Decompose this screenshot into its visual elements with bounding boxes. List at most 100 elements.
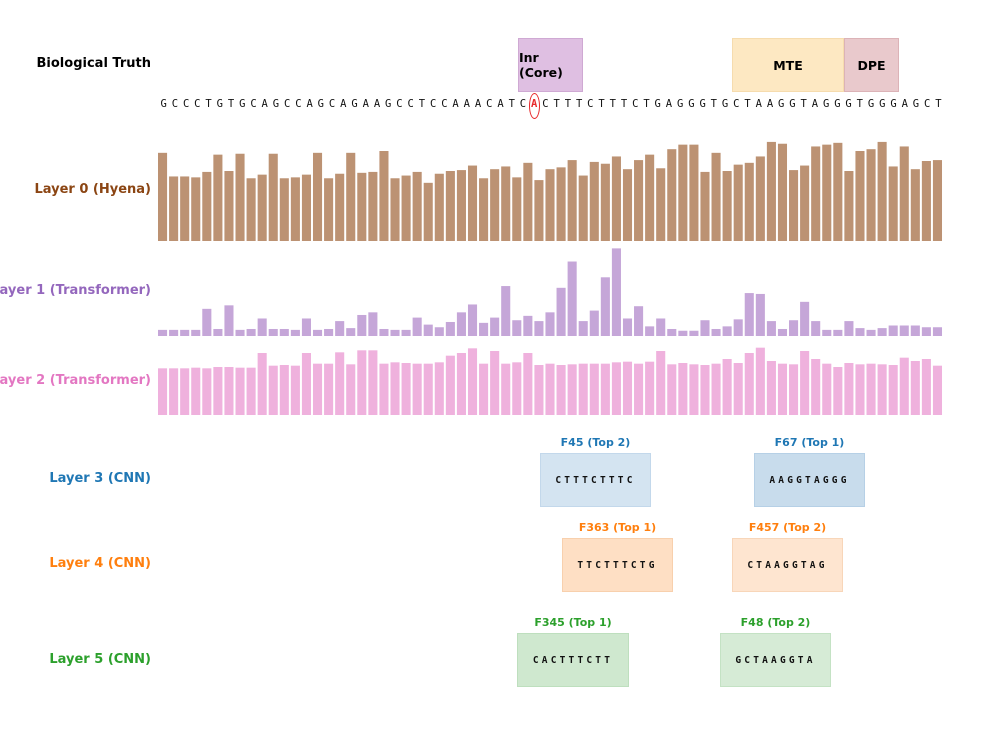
layer1-bar: [844, 321, 854, 336]
layer2-bar: [921, 359, 931, 415]
layer0-bar: [910, 169, 920, 241]
layer2-bar: [456, 353, 466, 415]
sequence-base: G: [778, 98, 785, 110]
layer0-bar: [689, 144, 699, 241]
sequence-base: A: [755, 98, 762, 110]
layer2-bar: [169, 368, 179, 415]
layer0-bar: [800, 165, 810, 241]
layer0-bar: [921, 161, 931, 241]
layer1-bar: [412, 317, 422, 336]
layer0-bar: [534, 180, 544, 241]
layer2-bar: [744, 353, 754, 415]
layer0-bar: [479, 178, 489, 241]
label-layer-1: Layer 1 (Transformer): [0, 283, 151, 298]
layer2-bar: [158, 368, 168, 415]
sequence-base: G: [676, 98, 684, 110]
sequence-base: T: [744, 98, 751, 110]
layer0-bar: [357, 172, 367, 241]
layer1-bar: [634, 306, 644, 336]
layer0-bar: [445, 171, 455, 241]
layer2-bar: [855, 364, 865, 415]
layer0-bar: [866, 149, 876, 241]
layer0-bar: [456, 170, 466, 241]
sequence-base: G: [317, 98, 324, 110]
layer1-bar: [368, 312, 378, 336]
layer0-bar: [324, 178, 334, 241]
sequence-base: G: [160, 98, 167, 110]
sequence-base: T: [205, 98, 212, 110]
filter-title: F48 (Top 2): [740, 616, 811, 629]
layer2-bar: [467, 348, 478, 415]
layer2-bar: [899, 357, 909, 415]
layer0-bar: [301, 174, 311, 241]
layer0-bar: [335, 173, 345, 241]
layer2-bar: [235, 367, 245, 415]
layer2-bar: [523, 353, 533, 415]
sequence-base: T: [227, 98, 235, 110]
layer0-bar: [888, 166, 898, 241]
layer2-bar: [877, 364, 887, 415]
sequence-base: G: [822, 98, 830, 110]
sequence-base: A: [261, 98, 268, 110]
layer1-bar: [224, 305, 234, 336]
layer1-bar: [811, 321, 821, 336]
layer2-bar: [932, 365, 943, 415]
layer1-bar: [268, 328, 278, 336]
sequence-base: A: [665, 98, 673, 110]
sequence-base: C: [429, 98, 437, 110]
layer2-bar: [844, 363, 854, 415]
sequence-base: C: [542, 98, 549, 110]
layer0-bar: [766, 141, 776, 241]
layer1-bar: [700, 320, 710, 336]
layer0-bar: [833, 142, 843, 241]
filter-title: F45 (Top 2): [560, 436, 631, 449]
layer2-bar: [866, 363, 876, 415]
sequence-base: C: [733, 98, 740, 110]
layer1-bar: [567, 261, 577, 336]
layer2-bar: [312, 363, 323, 415]
sequence-base: T: [575, 98, 583, 110]
sequence-base: T: [564, 98, 572, 110]
layer0-bar: [279, 178, 289, 241]
sequence-base: C: [283, 98, 291, 110]
layer1-bar: [180, 329, 190, 336]
layer2-bar: [479, 363, 489, 415]
layer1-bar: [523, 315, 533, 336]
layer0-bar: [611, 156, 621, 241]
layer0-bar: [578, 175, 588, 241]
filter-title: F363 (Top 1): [578, 521, 657, 534]
sequence-base: A: [373, 98, 381, 110]
filter-title: F67 (Top 1): [774, 436, 845, 449]
sequence-base: T: [856, 98, 863, 110]
layer2-bar: [213, 367, 223, 415]
label-layer-4: Layer 4 (CNN): [49, 556, 151, 571]
layer0-bar: [722, 171, 732, 241]
layer1-bar: [213, 328, 223, 336]
sequence-base: T: [609, 98, 616, 110]
sequence-base: G: [912, 98, 920, 110]
region-dpe: DPE: [844, 38, 899, 92]
layer2-bar: [600, 363, 610, 415]
sequence-base: G: [272, 98, 280, 110]
layer1-bar: [191, 329, 201, 336]
sequence-base: G: [834, 98, 841, 110]
layer2-bar: [301, 353, 311, 415]
filter-title: F345 (Top 1): [534, 616, 612, 629]
layer1-bar: [855, 328, 865, 336]
layer1-bar: [645, 326, 655, 336]
layer2-bar: [512, 362, 522, 415]
layer1-bar: [800, 301, 810, 336]
layer0-bar: [589, 161, 599, 241]
layer1-bar: [755, 293, 765, 336]
layer2-bar: [645, 361, 655, 415]
layer0-bar: [224, 171, 234, 241]
layer0-bar: [932, 160, 943, 241]
sequence-base: A: [463, 98, 470, 110]
layer1-bar: [235, 329, 245, 336]
sequence-base: C: [924, 98, 931, 110]
layer0-bar: [257, 174, 267, 241]
sequence-base: T: [800, 98, 807, 110]
layer2-bar: [268, 365, 278, 415]
label-layer-0: Layer 0 (Hyena): [34, 182, 151, 197]
layer0-bar: [191, 177, 201, 241]
